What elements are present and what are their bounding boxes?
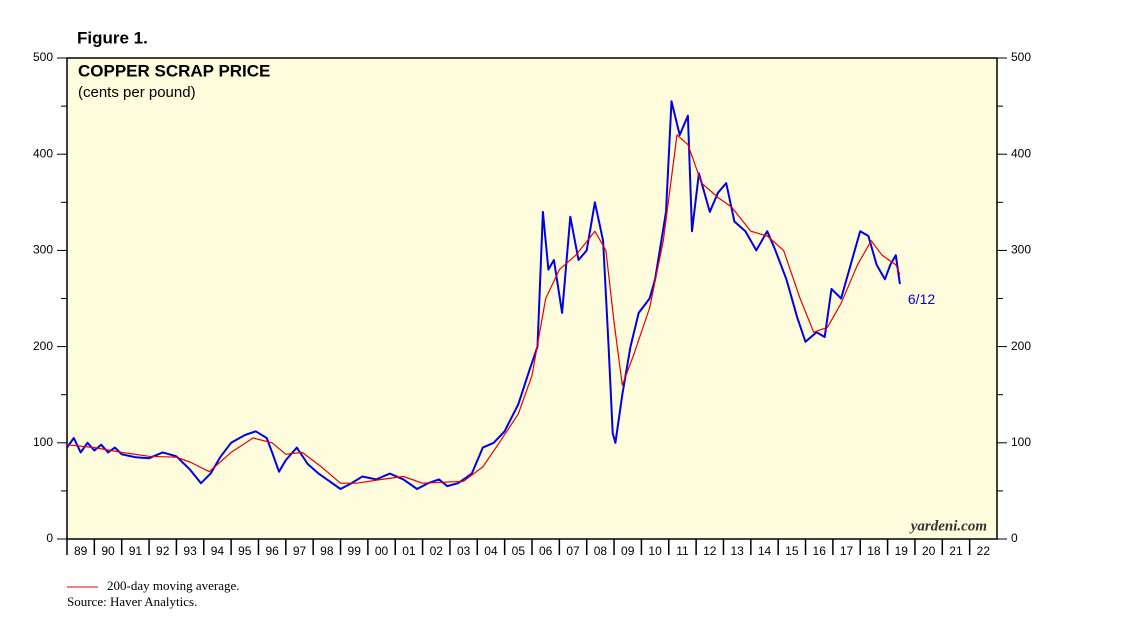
y2-tick-label: 100 — [1011, 435, 1031, 449]
x-tick-label: 00 — [375, 544, 389, 558]
x-tick-label: 02 — [430, 544, 444, 558]
x-tick-label: 03 — [457, 544, 471, 558]
figure-label: Figure 1. — [77, 28, 148, 47]
x-tick-label: 21 — [949, 544, 963, 558]
x-tick-label: 93 — [183, 544, 197, 558]
x-tick-label: 09 — [621, 544, 635, 558]
y2-tick-label: 400 — [1011, 146, 1031, 160]
y2-tick-label: 200 — [1011, 339, 1031, 353]
x-tick-label: 94 — [211, 544, 225, 558]
x-tick-label: 11 — [676, 544, 689, 558]
x-tick-label: 08 — [594, 544, 608, 558]
x-tick-label: 18 — [867, 544, 881, 558]
plot-area — [66, 57, 998, 540]
watermark: yardeni.com — [909, 518, 987, 534]
x-tick-label: 07 — [566, 544, 580, 558]
x-tick-label: 96 — [265, 544, 279, 558]
x-tick-label: 19 — [895, 544, 909, 558]
x-tick-label: 13 — [730, 544, 744, 558]
series-line — [66, 134, 901, 484]
y-tick-label: 200 — [33, 339, 53, 353]
x-tick-label: 12 — [703, 544, 717, 558]
x-tick-label: 16 — [813, 544, 827, 558]
y-tick-label: 500 — [33, 50, 53, 64]
x-tick-label: 04 — [484, 544, 498, 558]
x-tick-label: 20 — [922, 544, 936, 558]
x-tick-label: 91 — [129, 544, 143, 558]
chart-subtitle: (cents per pound) — [78, 84, 196, 101]
x-tick-label: 89 — [74, 544, 88, 558]
end-annotation: 6/12 — [908, 291, 935, 307]
y2-tick-label: 500 — [1011, 50, 1031, 64]
x-tick-label: 97 — [293, 544, 307, 558]
series-line — [66, 100, 901, 490]
y-tick-label: 0 — [46, 531, 53, 545]
x-tick-label: 99 — [348, 544, 362, 558]
x-tick-label: 92 — [156, 544, 170, 558]
x-tick-label: 98 — [320, 544, 334, 558]
x-tick-label: 17 — [840, 544, 854, 558]
x-tick-label: 95 — [238, 544, 252, 558]
chart-title: COPPER SCRAP PRICE — [78, 61, 270, 80]
y-tick-label: 300 — [33, 243, 53, 257]
y-tick-label: 100 — [33, 435, 53, 449]
y2-tick-label: 300 — [1011, 243, 1031, 257]
source-note: Source: Haver Analytics. — [67, 594, 197, 609]
x-tick-label: 14 — [758, 544, 772, 558]
x-tick-label: 22 — [977, 544, 991, 558]
x-tick-label: 15 — [785, 544, 799, 558]
x-tick-label: 90 — [101, 544, 115, 558]
y-tick-label: 400 — [33, 146, 53, 160]
x-tick-label: 10 — [648, 544, 662, 558]
legend-label: 200-day moving average. — [107, 578, 239, 593]
y2-tick-label: 0 — [1011, 531, 1018, 545]
x-tick-label: 01 — [402, 544, 416, 558]
x-tick-label: 05 — [512, 544, 526, 558]
x-tick-label: 06 — [539, 544, 553, 558]
